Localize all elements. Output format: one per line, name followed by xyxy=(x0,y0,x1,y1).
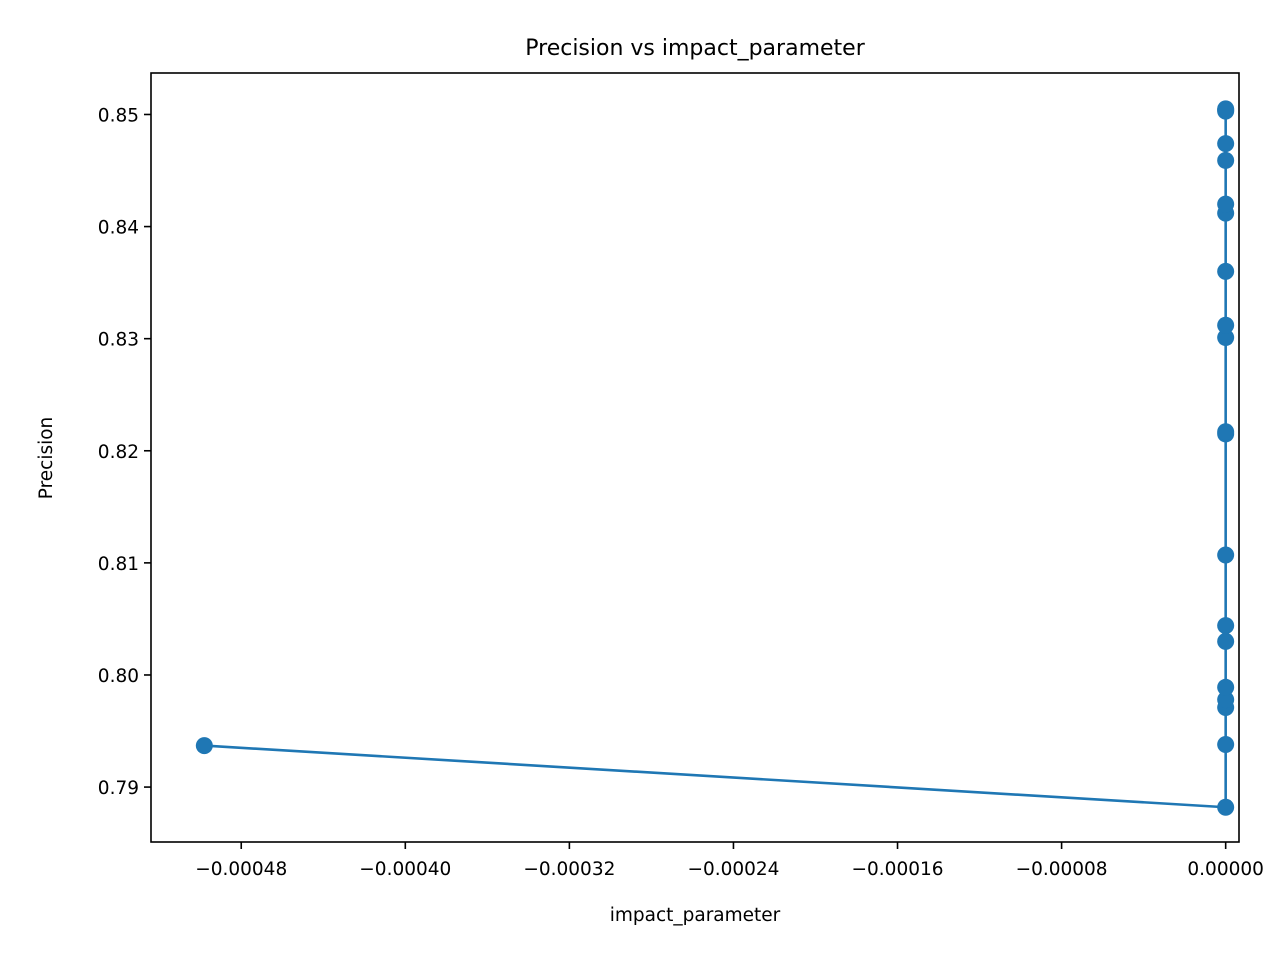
y-axis-label: Precision xyxy=(36,417,57,500)
x-tick-label: −0.00040 xyxy=(359,859,451,880)
x-tick-label: −0.00048 xyxy=(195,859,287,880)
y-tick-label: 0.84 xyxy=(98,218,139,239)
data-point xyxy=(1217,546,1235,564)
data-point xyxy=(1217,617,1235,635)
x-tick-label: −0.00032 xyxy=(523,859,615,880)
data-point xyxy=(1217,423,1235,441)
chart-title: Precision vs impact_parameter xyxy=(525,36,865,61)
data-point xyxy=(1217,151,1235,169)
y-tick-label: 0.82 xyxy=(98,442,139,463)
data-point xyxy=(1217,735,1235,753)
data-point xyxy=(1217,691,1235,709)
data-point xyxy=(1217,632,1235,650)
x-tick-label: −0.00008 xyxy=(1016,859,1108,880)
x-tick-label: −0.00016 xyxy=(852,859,944,880)
x-axis: −0.00048 −0.00040 −0.00032 −0.00024 −0.00016… xyxy=(195,842,1264,880)
data-point xyxy=(1217,316,1235,334)
y-tick-label: 0.83 xyxy=(98,330,139,351)
x-axis-label: impact_parameter xyxy=(610,905,781,926)
data-point xyxy=(1217,678,1235,696)
y-tick-label: 0.85 xyxy=(98,105,139,126)
data-point xyxy=(1217,329,1235,347)
x-tick-label: 0.00000 xyxy=(1187,859,1264,880)
x-tick-label: −0.00024 xyxy=(687,859,779,880)
data-point xyxy=(195,737,213,755)
y-tick-label: 0.80 xyxy=(98,666,139,687)
axes-frame xyxy=(150,72,1240,843)
plot-area xyxy=(195,100,1235,816)
data-point xyxy=(1217,102,1235,120)
y-tick-label: 0.79 xyxy=(98,778,139,799)
y-axis: 0.79 0.80 0.81 0.82 0.83 0.84 0.85 xyxy=(98,105,151,799)
data-point xyxy=(1217,135,1235,153)
y-tick-label: 0.81 xyxy=(98,554,139,575)
data-point xyxy=(1217,262,1235,280)
data-point xyxy=(1217,798,1235,816)
data-point xyxy=(1217,195,1235,213)
